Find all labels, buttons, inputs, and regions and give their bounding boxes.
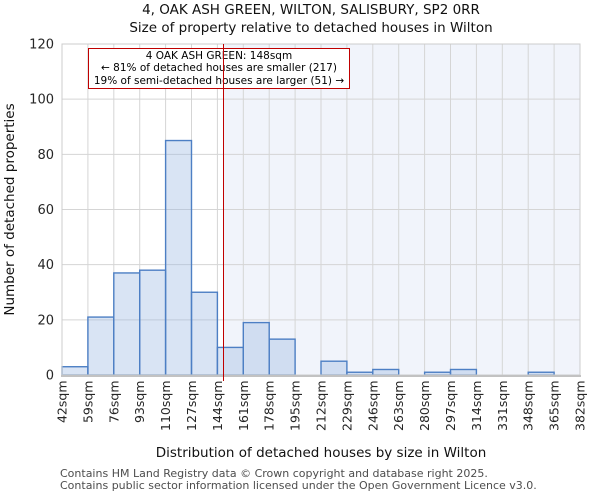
y-axis-title: Number of detached properties: [2, 103, 18, 315]
x-axis-title: Distribution of detached houses by size …: [156, 445, 487, 461]
footer: Contains HM Land Registry data © Crown c…: [60, 468, 537, 491]
histogram-bar: [190, 291, 219, 376]
x-tick-label: 195sqm: [288, 381, 303, 431]
y-tick-label: 120: [29, 38, 54, 53]
x-tick-label: 178sqm: [262, 381, 277, 431]
y-tick-label: 60: [37, 203, 54, 218]
x-tick-label: 365sqm: [547, 381, 562, 431]
histogram-bar: [113, 272, 141, 376]
histogram-bar: [216, 346, 244, 376]
x-tick-label: 59sqm: [80, 381, 95, 424]
x-tick-label: 382sqm: [573, 381, 588, 431]
x-tick-label: 246sqm: [365, 381, 380, 431]
y-tick-label: 80: [37, 148, 54, 163]
chart-subtitle: Size of property relative to detached ho…: [129, 20, 493, 36]
histogram-bar: [268, 338, 296, 376]
x-tick-label: 314sqm: [469, 381, 484, 431]
x-tick-label: 93sqm: [132, 381, 147, 424]
plot-area: 0 20 40 60 80 100 120 42sqm 59sqm 76sqm 93sqm 110sq…: [29, 38, 587, 431]
x-tick-label: 42sqm: [55, 381, 70, 424]
footer-copyright-line: Contains HM Land Registry data © Crown c…: [60, 467, 488, 480]
histogram-bar: [372, 368, 400, 376]
histogram-bar: [449, 368, 478, 376]
x-tick-label: 212sqm: [314, 381, 329, 431]
x-tick-label: 110sqm: [158, 381, 173, 431]
x-tick-label: 280sqm: [417, 381, 432, 431]
marker-line: [222, 44, 225, 381]
histogram-bar: [320, 360, 348, 376]
x-tick-label: 331sqm: [495, 381, 510, 431]
annotation-property-line: 4 OAK ASH GREEN: 148sqm: [145, 49, 293, 62]
x-tick-label: 127sqm: [184, 381, 199, 431]
y-tick-label: 40: [37, 258, 54, 273]
x-tick-label: 229sqm: [339, 381, 354, 431]
histogram-bar: [138, 269, 167, 376]
annotation-smaller-line: ← 81% of detached houses are smaller (21…: [101, 62, 337, 75]
x-tick-label: 76sqm: [106, 381, 121, 424]
histogram-bar: [164, 139, 193, 376]
x-tick-label: 348sqm: [521, 381, 536, 431]
y-tick-label: 100: [29, 93, 54, 108]
annotation-larger-line: 19% of semi-detached houses are larger (…: [93, 74, 345, 87]
histogram-bar: [242, 321, 270, 376]
histogram-bar: [87, 316, 115, 376]
chart-title: 4, OAK ASH GREEN, WILTON, SALISBURY, SP2…: [142, 2, 480, 18]
x-tick-label: 144sqm: [210, 381, 225, 431]
y-tick-label: 0: [46, 369, 54, 384]
x-tick-label: 297sqm: [443, 381, 458, 431]
histogram-bar: [61, 366, 89, 376]
footer-licence-line: Contains public sector information licen…: [60, 478, 537, 492]
x-tick-label: 263sqm: [391, 381, 406, 431]
y-tick-label: 20: [37, 313, 54, 328]
x-tick-label: 161sqm: [236, 381, 251, 431]
annotation-box: 4 OAK ASH GREEN: 148sqm ← 81% of detache…: [88, 48, 350, 89]
